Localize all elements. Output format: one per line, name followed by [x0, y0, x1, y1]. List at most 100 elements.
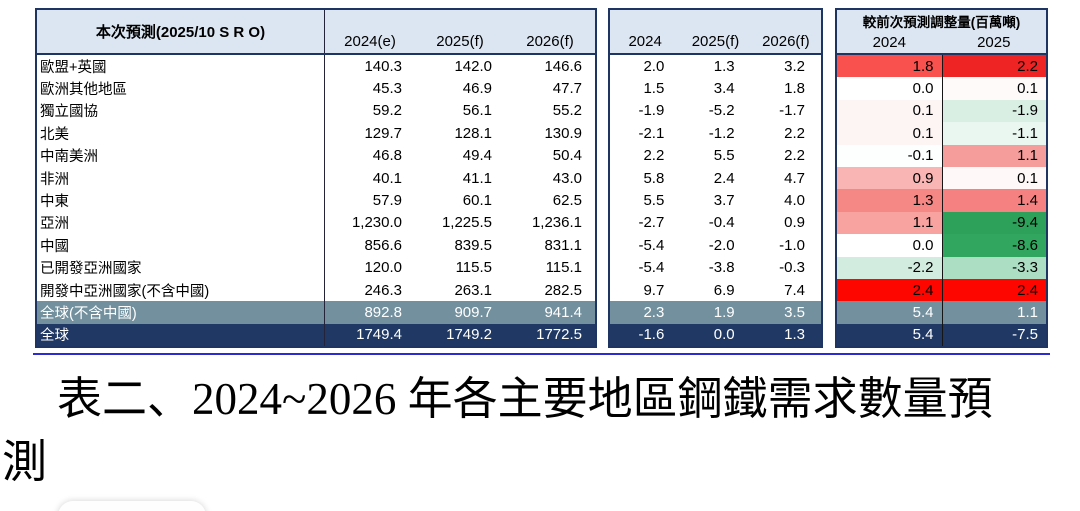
table-row: -2.7 -0.4 0.9	[610, 212, 821, 234]
adjustment-value: 0.1	[941, 166, 1046, 190]
demand-value: 909.7	[415, 301, 505, 324]
table-row: 0.1 -1.9	[837, 99, 1046, 123]
section3-rows: 1.8 2.2 0.0 0.1 0.1 -1.9 0.1 -1.1 -0.1 1.1 0.9 0.1 1…	[837, 55, 1046, 347]
demand-value: 45.3	[372, 80, 402, 98]
growth-pct-value: -1.2	[708, 124, 735, 142]
table-row: 1.3 1.4	[837, 189, 1046, 212]
growth-pct-value: -1.0	[779, 236, 805, 254]
demand-value: 892.8	[325, 301, 415, 324]
section-gap	[597, 8, 608, 348]
growth-pct-value: 2.0	[643, 57, 665, 75]
growth-pct-value: -0.4	[708, 214, 735, 232]
region-label: 已開發亞洲國家	[37, 256, 325, 279]
growth-pct-value: 2.4	[713, 169, 735, 187]
demand-value: 120.0	[364, 259, 402, 277]
table-row: 0.0 0.1	[837, 77, 1046, 100]
year-column-header: 2025	[977, 34, 1011, 51]
table-row: -1.9 -5.2 -1.7	[610, 100, 821, 122]
table-bottom-accent	[33, 353, 1050, 355]
region-label: 全球	[37, 323, 325, 347]
adjustment-value: -0.1	[837, 144, 942, 167]
table-row: 2.3 1.9 3.5	[610, 301, 821, 324]
adjustment-value: 1.1	[941, 301, 1046, 324]
region-label: 獨立國協	[37, 99, 325, 123]
demand-value: 59.2	[372, 102, 402, 120]
section2-header: 2024 2025(f) 2026(f)	[610, 10, 821, 55]
growth-pct-value: -5.4	[638, 259, 665, 277]
growth-pct-value: 1.3	[750, 323, 821, 347]
adjustment-value: -7.5	[941, 323, 1046, 347]
region-label: 中東	[37, 189, 325, 212]
demand-value: 831.1	[544, 236, 582, 254]
table-row: 中南美洲 46.8 49.4 50.4	[37, 144, 595, 167]
table-row: 2.0 1.3 3.2	[610, 55, 821, 77]
demand-value: 941.4	[505, 301, 595, 324]
adjustment-value: 0.0	[837, 234, 942, 257]
demand-value: 1749.4	[325, 323, 415, 347]
table-row: 歐盟+英國 140.3 142.0 146.6	[37, 55, 595, 78]
year-column-header: 2026(f)	[762, 33, 810, 50]
adjustment-value: 2.2	[941, 55, 1046, 78]
growth-pct-value: 5.8	[643, 169, 665, 187]
year-column-header: 2024	[628, 33, 662, 50]
steel-demand-forecast-table: 本次預測(2025/10 S R O) 2024(e) 2025(f) 2026(f…	[35, 8, 1048, 349]
growth-pct-value: 3.7	[713, 192, 735, 210]
table-row: 北美 129.7 128.1 130.9	[37, 122, 595, 145]
table-row: -2.1 -1.2 2.2	[610, 122, 821, 144]
table-row: 亞洲 1,230.0 1,225.5 1,236.1	[37, 211, 595, 235]
demand-value: 115.5	[455, 259, 492, 277]
demand-value: 839.5	[454, 236, 492, 254]
demand-value: 282.5	[544, 281, 582, 299]
demand-value: 1749.2	[415, 323, 505, 347]
year-column-header: 2025(f)	[691, 33, 740, 50]
demand-value: 55.2	[552, 102, 582, 120]
adjustment-value: 2.4	[837, 278, 942, 302]
section-gap	[823, 8, 835, 348]
demand-value: 60.1	[462, 192, 492, 210]
demand-value: 62.5	[552, 192, 582, 210]
demand-value: 130.9	[544, 124, 582, 142]
table-row: 0.9 0.1	[837, 166, 1046, 190]
table-row: 1.5 3.4 1.8	[610, 77, 821, 99]
adjustment-value: 5.4	[837, 301, 942, 324]
growth-pct-value: -2.7	[638, 214, 665, 232]
year-column-header: 2024(e)	[344, 33, 396, 50]
table-row: 2.2 5.5 2.2	[610, 145, 821, 167]
adjustment-value: 1.1	[837, 211, 942, 235]
growth-pct-value: 2.2	[643, 147, 665, 165]
region-label: 亞洲	[37, 211, 325, 235]
growth-pct-value: -5.2	[708, 102, 735, 120]
adjustment-value: -2.2	[837, 256, 942, 279]
demand-value: 1,230.0	[351, 214, 402, 232]
demand-value: 142.0	[454, 57, 492, 75]
table-row: 0.0 -8.6	[837, 234, 1046, 257]
table-row: -5.4 -2.0 -1.0	[610, 234, 821, 256]
table-row: -1.6 0.0 1.3	[610, 323, 821, 347]
table-row: 5.5 3.7 4.0	[610, 189, 821, 211]
table-row: 全球 1749.4 1749.2 1772.5	[37, 323, 595, 347]
demand-value: 57.9	[372, 192, 402, 210]
growth-pct-value: 0.0	[680, 323, 751, 347]
growth-pct-value: 0.9	[784, 214, 805, 232]
growth-pct-value: 4.0	[784, 192, 805, 210]
table-row: -0.1 1.1	[837, 144, 1046, 167]
section3-header: 較前次預測調整量(百萬噸) 2024 2025	[837, 10, 1046, 55]
demand-value: 115.1	[545, 259, 582, 277]
section1-year-headers: 2024(e) 2025(f) 2026(f)	[325, 10, 595, 53]
demand-value: 46.8	[372, 147, 402, 165]
table-row: 非洲 40.1 41.1 43.0	[37, 166, 595, 190]
growth-pct-value: 1.9	[680, 301, 751, 324]
caption-line-1: 表二、2024~2026 年各主要地區鋼鐵需求數量預	[57, 374, 993, 424]
growth-pct-value: 5.5	[713, 147, 735, 165]
section-growth-rates: 2024 2025(f) 2026(f) 2.0 1.3 3.2 1.5 3.4 1.8 -1.…	[608, 8, 823, 349]
demand-value: 1772.5	[505, 323, 595, 347]
bottom-partial-button[interactable]	[58, 501, 206, 511]
adjustment-title: 較前次預測調整量(百萬噸)	[862, 15, 1021, 30]
table-row: 5.8 2.4 4.7	[610, 167, 821, 189]
adjustment-value: 1.8	[837, 55, 942, 78]
table-row: -2.2 -3.3	[837, 256, 1046, 279]
adjustment-value: 1.1	[941, 144, 1046, 167]
adjustment-value: -3.3	[941, 256, 1046, 279]
table-row: 1.1 -9.4	[837, 211, 1046, 235]
adjustment-value: 2.4	[941, 278, 1046, 302]
